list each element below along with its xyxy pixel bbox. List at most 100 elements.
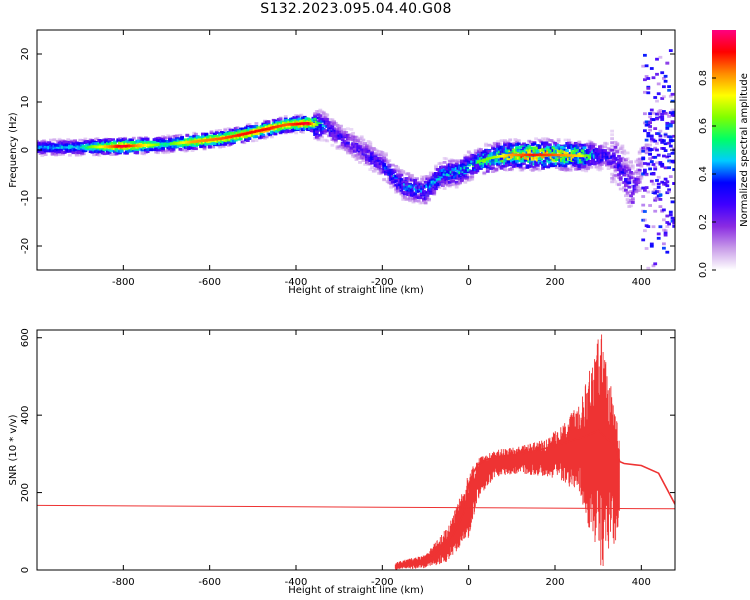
spectrogram-cell [641, 195, 646, 198]
spectrogram-cell [627, 185, 632, 189]
spectrogram-cell [466, 150, 471, 154]
spectrogram-cell [656, 92, 661, 96]
spectrogram-cell [465, 167, 469, 170]
spectrogram-cell [558, 147, 563, 151]
spectrogram-cell [333, 140, 338, 144]
spectrogram-cell [313, 112, 317, 116]
spectrogram-cell [568, 167, 573, 171]
spectrogram-cell [646, 266, 651, 270]
spectrogram-cell [582, 146, 587, 150]
x-tick-label: -600 [198, 277, 221, 288]
spectrogram-cell [180, 148, 184, 152]
spectrogram-cell [492, 141, 497, 145]
spectrogram-cell [366, 149, 371, 153]
spectrogram-cell [487, 143, 492, 147]
spectrogram-cell [187, 142, 191, 146]
colorbar-tick-label: 0.6 [698, 118, 709, 134]
spectrogram-cell [648, 112, 652, 115]
spectrogram-cell [537, 168, 542, 172]
spectrogram-cell [653, 188, 658, 191]
spectrogram-cell [605, 142, 609, 146]
spectrogram-cell [432, 190, 437, 194]
spectrogram-cell [107, 138, 112, 141]
spectrogram-cell [658, 198, 663, 201]
spectrogram-cell [301, 131, 305, 134]
spectrogram-cell [415, 180, 419, 184]
spectrogram-cell [549, 162, 554, 166]
spectrogram-cell [168, 135, 172, 139]
spectrogram-cell [634, 170, 639, 173]
spectrogram-cell [201, 142, 205, 145]
spectrogram-cell [90, 150, 95, 154]
spectrogram-cell [358, 146, 362, 150]
spectrogram-cell [568, 161, 573, 164]
spectrogram-cell [423, 201, 428, 205]
spectrogram-cell [627, 166, 632, 170]
spectrogram-cell [475, 169, 480, 173]
spectrogram-cell [318, 108, 323, 112]
spectrogram-cell [235, 126, 240, 130]
snr-x-ticks: -800 -600 -400 -200 0 200 400 [112, 330, 651, 588]
spectrogram-cell [171, 147, 176, 151]
x-tick-label: -600 [198, 577, 221, 588]
spectrogram-cell [340, 138, 345, 142]
spectrogram-cell [660, 97, 665, 100]
spectrogram-cell [361, 159, 366, 163]
spectrogram-cell [485, 151, 490, 155]
spectrogram-cell [644, 247, 649, 250]
spectrogram-cell [43, 140, 48, 144]
spectrogram-cell [510, 145, 514, 149]
spectrogram-cell [473, 149, 478, 153]
spectrogram-cell [428, 171, 433, 175]
spectrogram-cell [81, 152, 86, 156]
spectrogram-cell [104, 146, 109, 150]
spectrogram-cell [563, 150, 568, 154]
spectrogram-cell [416, 199, 421, 203]
spectrogram-cell [649, 148, 654, 151]
spectrogram-cell [470, 171, 475, 175]
spectrogram-cell [667, 141, 671, 145]
spectrogram-cell [515, 140, 519, 144]
spectrogram-cell [527, 151, 532, 155]
x-tick-label: -400 [285, 277, 308, 288]
spectrogram-cell [646, 77, 651, 80]
spectrogram-cell [644, 144, 649, 147]
spectrogram-cell [442, 173, 447, 177]
spectrogram-cell [662, 246, 666, 250]
spectrogram-cell [667, 20, 671, 23]
spectrogram-cell [504, 168, 509, 172]
spectrogram-cell [220, 143, 224, 146]
spectrogram-cell [513, 138, 518, 141]
spectrogram-cell [656, 82, 661, 86]
spectrogram-cell [618, 181, 623, 185]
spectrogram-cell [582, 165, 587, 169]
spectrogram-cell [418, 196, 423, 199]
spectrogram-cell [349, 151, 354, 155]
spectrogram-cell [491, 158, 495, 162]
spectrogram-cell [651, 225, 656, 229]
spectrogram-cell [420, 188, 424, 191]
spectrogram-cell [344, 131, 349, 134]
spectrogram-cell [439, 176, 443, 180]
spectrogram-cell [532, 165, 537, 169]
spectrogram-cell [643, 188, 647, 192]
colorbar-label: Normalized spectral amplitude [739, 73, 750, 227]
spectrogram-cell [644, 186, 649, 189]
spectrogram-cell [662, 208, 666, 212]
spectrogram-cell [491, 164, 495, 168]
spectrogram-cell [644, 138, 649, 142]
spectrogram-cell [653, 127, 658, 130]
spectrogram-cell [641, 238, 646, 242]
spectrogram-cell [161, 147, 165, 150]
spectrogram-cell [346, 144, 350, 148]
spectrogram-cell [491, 144, 495, 148]
spectrogram-cell [321, 124, 326, 128]
spectrogram-cell [665, 124, 670, 128]
spectrogram-cell [636, 172, 640, 175]
spectrogram-cell [668, 94, 673, 98]
spectrogram-cell [109, 153, 114, 156]
spectrogram-cell [140, 148, 145, 152]
spectrogram-cell [294, 119, 298, 123]
spectrogram-cell [463, 154, 468, 157]
spectrogram-cell [579, 156, 583, 160]
